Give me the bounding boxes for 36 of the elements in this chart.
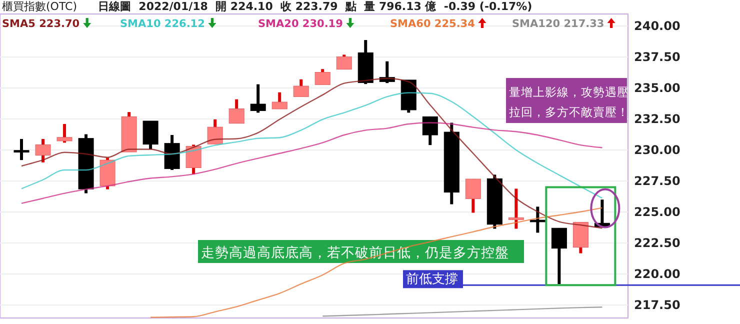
- candlestick: [142, 120, 158, 150]
- y-tick-label: 225.00: [634, 205, 680, 220]
- candlestick: [508, 188, 524, 229]
- candlestick: [272, 92, 288, 110]
- candlestick: [56, 124, 72, 143]
- candlestick: [551, 228, 567, 284]
- candlestick: [336, 54, 352, 70]
- candlestick: [422, 116, 438, 146]
- candlestick: [530, 206, 546, 233]
- line-series: [150, 207, 603, 318]
- candlestick: [207, 119, 223, 144]
- y-tick-label: 232.50: [634, 112, 680, 126]
- candlestick: [228, 99, 244, 124]
- candlestick: [250, 84, 266, 113]
- candlestick: [14, 138, 30, 160]
- text: SMA20 230.19: [258, 18, 343, 30]
- text: SMA120 217.33: [512, 18, 604, 30]
- y-tick-label: 240.00: [634, 19, 680, 34]
- ref-line-label: 前低支撐: [406, 272, 458, 288]
- y-tick-label: 222.50: [634, 236, 680, 250]
- candlestick: [35, 138, 51, 162]
- chart-title: 櫃買指數(OTC): [2, 0, 77, 13]
- line-series: [322, 306, 603, 317]
- y-tick-label: 217.50: [634, 298, 680, 312]
- candlestick: [314, 69, 330, 85]
- chart-subtitle: 日線圖 2022/01/18 開 224.10 收 223.79 點 量 796.13 億 -0.39 (-0.17%): [98, 0, 532, 13]
- candlestick: [465, 178, 481, 213]
- y-tick-label: 230.00: [634, 143, 680, 158]
- candlestick: [293, 79, 309, 97]
- y-tick-label: 235.00: [634, 81, 680, 96]
- y-tick-label: 237.50: [634, 50, 680, 64]
- text: SMA60 225.34: [390, 18, 475, 30]
- text: SMA5 223.70: [2, 18, 80, 30]
- text: SMA10 226.12: [120, 18, 205, 30]
- y-tick-label: 227.50: [634, 174, 680, 188]
- y-tick-label: 220.00: [634, 267, 680, 282]
